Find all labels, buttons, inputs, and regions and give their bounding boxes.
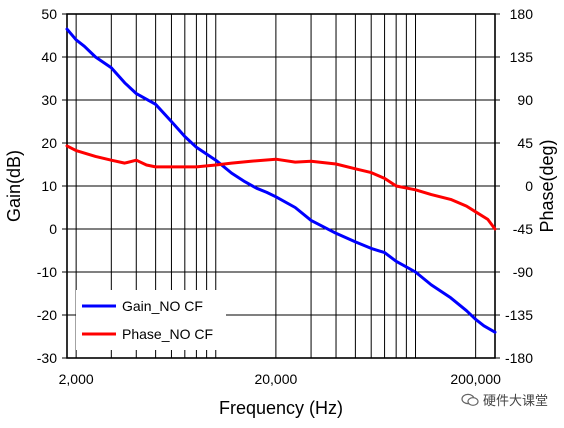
x-axis-title: Frequency (Hz) (219, 398, 343, 418)
y-left-tick-label: -20 (37, 307, 57, 323)
x-tick-label: 2,000 (59, 371, 94, 387)
y-right-tick-label: 135 (510, 49, 534, 65)
y-left-tick-label: -30 (37, 350, 57, 366)
y-right-tick-label: 0 (525, 178, 533, 194)
y-right-tick-label: 45 (517, 135, 533, 151)
y-left-tick-label: 30 (41, 92, 57, 108)
y-left-tick-label: 0 (49, 221, 57, 237)
x-tick-label: 20,000 (254, 371, 297, 387)
y-right-tick-label: 90 (517, 92, 533, 108)
y-left-axis-title: Gain(dB) (4, 150, 24, 222)
series-line (65, 27, 497, 334)
y-right-tick-label: -180 (505, 350, 533, 366)
legend-label: Gain_NO CF (122, 298, 203, 314)
watermark: 硬件大课堂 (461, 390, 548, 409)
chat-bubble-icon (461, 393, 479, 406)
y-left-tick-label: 20 (41, 135, 57, 151)
x-tick-label: 200,000 (450, 371, 501, 387)
legend-label: Phase_NO CF (122, 326, 213, 342)
y-right-tick-label: -90 (513, 264, 533, 280)
watermark-text: 硬件大课堂 (482, 394, 548, 409)
y-right-axis-title: Phase(deg) (537, 139, 557, 232)
y-right-tick-label: -135 (505, 307, 533, 323)
y-right-tick-label: 180 (510, 6, 534, 22)
y-left-tick-label: 50 (41, 6, 57, 22)
series-line (65, 144, 497, 231)
y-left-tick-label: -10 (37, 264, 57, 280)
y-right-tick-label: -45 (513, 221, 533, 237)
legend-box (76, 290, 226, 350)
y-left-tick-label: 10 (41, 178, 57, 194)
y-left-tick-label: 40 (41, 49, 57, 65)
